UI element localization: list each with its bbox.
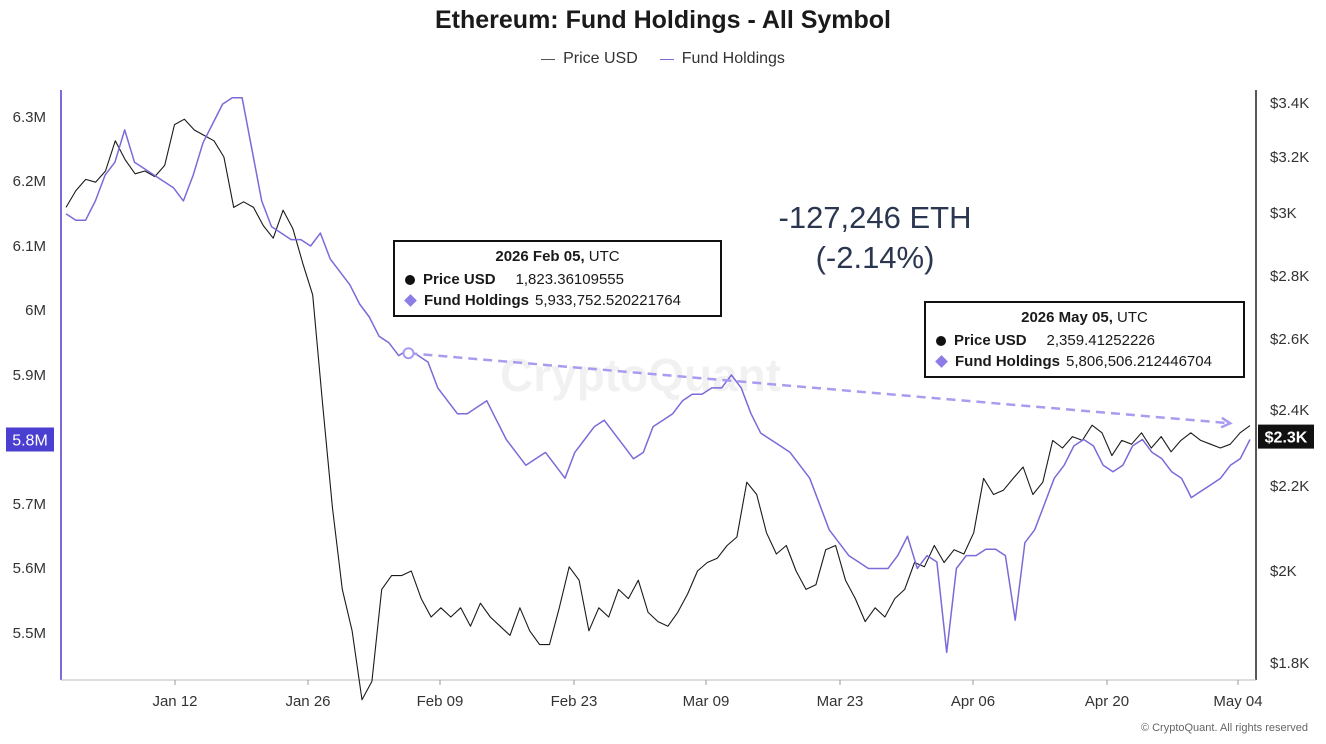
- legend-label-price: Price USD: [563, 50, 638, 67]
- y-right-tick-label: $2K: [1270, 563, 1297, 580]
- tooltip-feb-price-row: Price USD 1,823.36109555: [405, 269, 710, 290]
- fund-diamond-icon: [404, 294, 417, 307]
- x-tick-label: May 04: [1213, 693, 1262, 710]
- change-eth: -127,246 ETH: [778, 200, 972, 235]
- fund-holdings-line: [65, 96, 1251, 654]
- legend-label-fund: Fund Holdings: [681, 50, 785, 67]
- y-left-tick-label: 6.2M: [13, 173, 46, 190]
- y-right-tick-label: $2.4K: [1270, 402, 1309, 419]
- price-usd-line: [65, 118, 1251, 701]
- fund-diamond-icon: [935, 355, 948, 368]
- change-arrow-head-icon: [1220, 416, 1233, 429]
- copyright: © CryptoQuant. All rights reserved: [1140, 722, 1308, 734]
- legend-swatch-fund: [659, 58, 674, 60]
- change-percent: (-2.14%): [815, 240, 935, 275]
- x-tick-label: Feb 23: [551, 693, 598, 710]
- tooltip-feb-tz: UTC: [588, 248, 620, 265]
- y-left-tick-label: 6M: [25, 302, 46, 319]
- legend-item-price[interactable]: Price USD: [541, 50, 638, 68]
- tooltip-may-header: 2026 May 05, UTC: [1021, 309, 1148, 326]
- x-tick-label: Apr 06: [951, 693, 995, 710]
- change-annotation: -127,246 ETH (-2.14%): [700, 198, 1050, 278]
- series-layer: [65, 96, 1251, 701]
- x-tick-label: Mar 09: [683, 693, 730, 710]
- y-right-tick-label: $1.8K: [1270, 655, 1309, 672]
- tooltip-may-fund-value: 5,806,506.212446704: [1065, 353, 1212, 370]
- current-price-badge: [1258, 424, 1314, 449]
- change-arrow-start-marker: [402, 347, 415, 360]
- tooltip-may-tz: UTC: [1117, 309, 1148, 326]
- tooltip-may-fund-label: Fund Holdings: [955, 353, 1060, 370]
- y-left-tick-label: 5.7M: [13, 496, 46, 513]
- x-tick-label: Apr 20: [1085, 693, 1129, 710]
- chart-title: Ethereum: Fund Holdings - All Symbol: [434, 6, 892, 34]
- legend-item-fund[interactable]: Fund Holdings: [659, 50, 785, 68]
- y-right-tick-label: $3.4K: [1270, 95, 1309, 112]
- tooltip-feb-date: 2026 Feb 05: [495, 248, 581, 265]
- tooltip-may-fund-row: Fund Holdings 5,806,506.212446704: [935, 351, 1233, 372]
- y-left-tick-label: 5.6M: [13, 560, 46, 577]
- tooltip-feb-header: 2026 Feb 05, UTC: [495, 248, 620, 265]
- current-fund-badge-label: 5.8M: [12, 433, 48, 450]
- tooltip-feb-price-value: 1,823.36109555: [515, 271, 624, 288]
- legend: Price USD Fund Holdings: [0, 50, 1326, 68]
- x-tick-label: Feb 09: [417, 693, 464, 710]
- tooltip-feb-fund-label: Fund Holdings: [424, 292, 529, 309]
- legend-swatch-price: [541, 58, 556, 60]
- x-tick-label: Mar 23: [817, 693, 864, 710]
- tooltip-feb-fund-row: Fund Holdings 5,933,752.520221764: [404, 290, 710, 311]
- y-right-tick-label: $3K: [1270, 205, 1297, 222]
- y-left-tick-label: 6.3M: [13, 109, 46, 126]
- tooltip-may-price-label: Price USD: [954, 332, 1027, 349]
- change-arrow-line: [408, 351, 1231, 425]
- tooltip-feb: 2026 Feb 05, UTC Price USD 1,823.3610955…: [393, 240, 722, 317]
- price-dot-icon: [936, 335, 946, 346]
- x-tick-label: Jan 26: [285, 693, 330, 710]
- tooltip-feb-price-label: Price USD: [423, 271, 496, 288]
- y-right-tick-label: $3.2K: [1270, 149, 1309, 166]
- y-left-tick-label: 5.9M: [13, 367, 46, 384]
- current-fund-badge: [6, 427, 54, 452]
- tooltip-may: 2026 May 05, UTC Price USD 2,359.4125222…: [924, 301, 1245, 378]
- y-left-tick-label: 6.1M: [13, 238, 46, 255]
- tooltip-may-date: 2026 May 05: [1021, 309, 1109, 326]
- annotation-layer: [402, 347, 1233, 429]
- tooltip-may-price-row: Price USD 2,359.41252226: [936, 330, 1233, 351]
- y-right-tick-label: $2.6K: [1270, 331, 1309, 348]
- x-tick-label: Jan 12: [152, 693, 197, 710]
- tooltip-may-price-value: 2,359.41252226: [1046, 332, 1155, 349]
- price-dot-icon: [405, 274, 415, 285]
- axes: 6.3M 6.2M 6.1M 6M 5.9M 5.7M 5.6M 5.5M $3.4K $3.2K…: [6, 90, 1314, 710]
- current-price-badge-label: $2.3K: [1265, 430, 1308, 447]
- tooltip-feb-fund-value: 5,933,752.520221764: [534, 292, 681, 309]
- y-right-tick-label: $2.2K: [1270, 478, 1309, 495]
- y-right-tick-label: $2.8K: [1270, 268, 1309, 285]
- y-left-tick-label: 5.5M: [13, 625, 46, 642]
- watermark: CryptoQuant: [500, 349, 782, 401]
